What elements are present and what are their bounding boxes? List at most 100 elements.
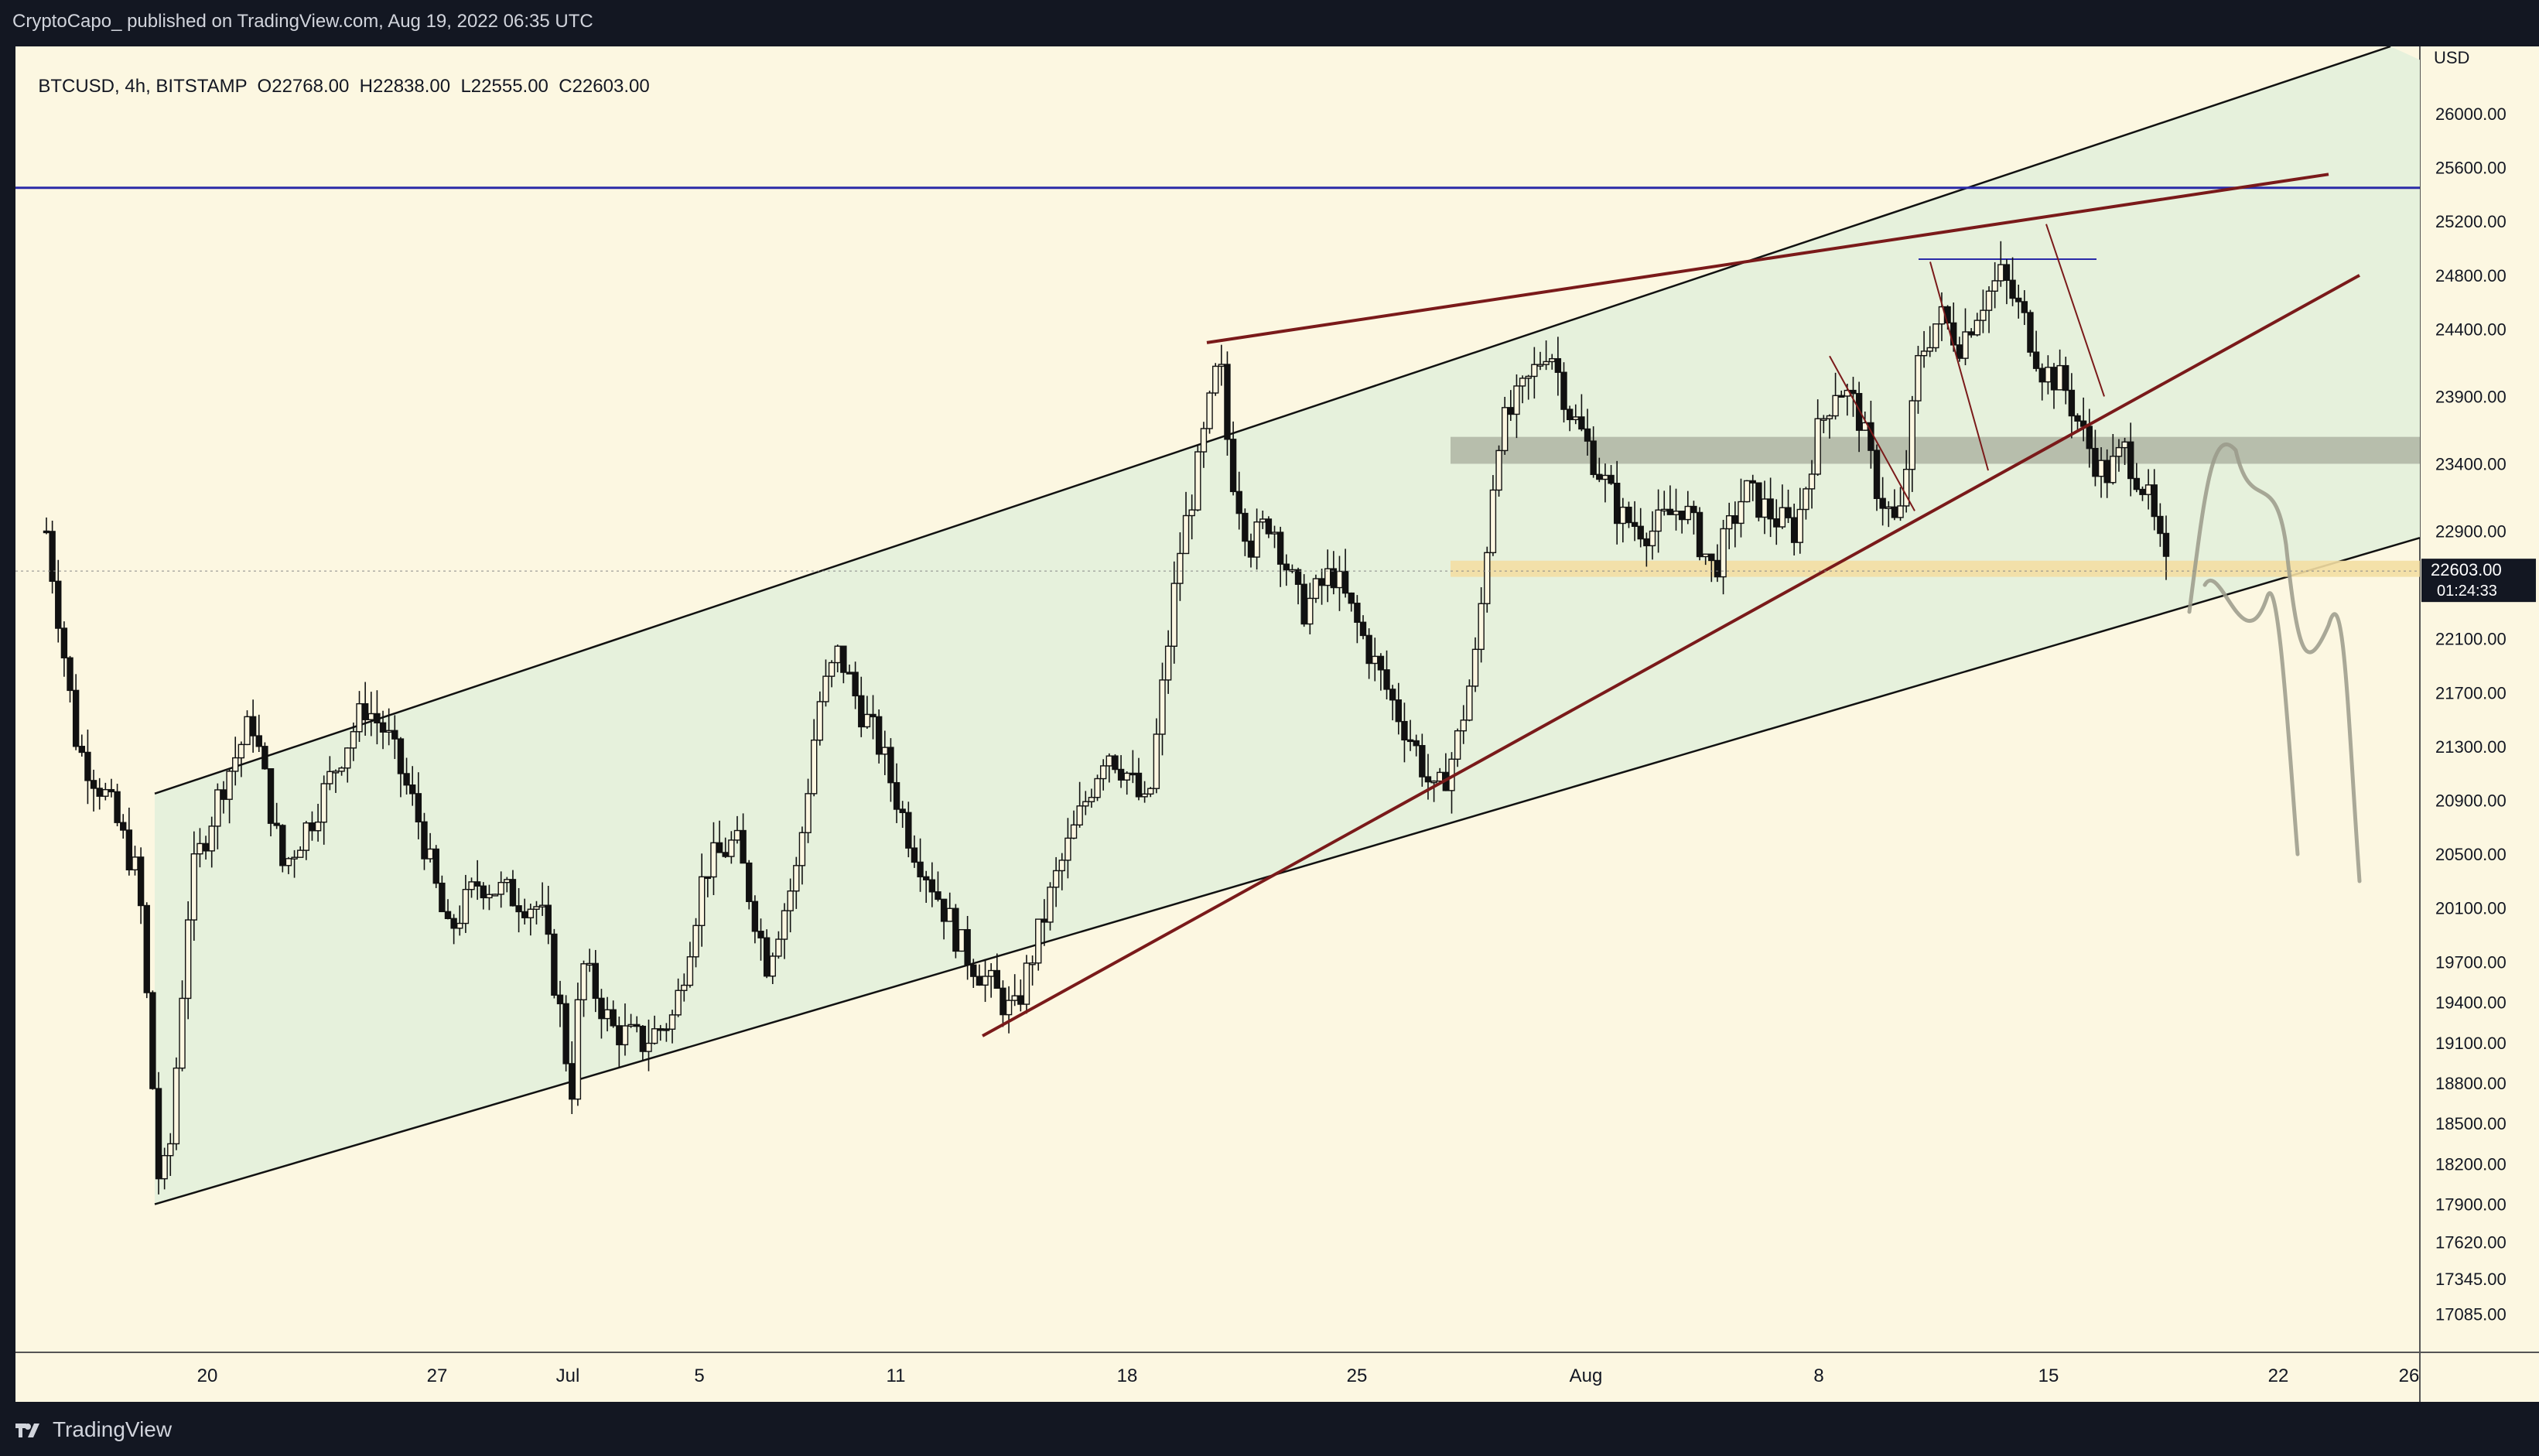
candle-body [179, 997, 186, 1069]
candle-body [120, 822, 127, 831]
last-price-badge [2421, 559, 2536, 603]
candle-body [1300, 583, 1307, 625]
projection-drawing[interactable] [2187, 443, 2362, 884]
candle-body [356, 702, 363, 733]
grey-resistance-zone[interactable] [1451, 436, 2420, 464]
candle-body [1915, 354, 1922, 402]
candle-body [1271, 531, 1278, 535]
candle-body [1377, 655, 1385, 671]
candle-body [1177, 552, 1184, 584]
candle-body [320, 783, 327, 823]
candle-body [1773, 518, 1780, 528]
short-trendline-1[interactable] [1829, 355, 1915, 511]
candle-body [1891, 506, 1898, 518]
candle-body [2056, 364, 2063, 391]
price-tick-label: 17085.00 [2435, 1304, 2507, 1324]
candle-body [55, 580, 62, 629]
candle-body [1932, 323, 1939, 349]
candle-body [905, 812, 912, 849]
candle-body [621, 1025, 629, 1046]
wedge-lower-line[interactable] [982, 274, 2360, 1037]
candle-body [1336, 570, 1343, 589]
chart-area[interactable]: USD 26000.00 25600.00 25200.00 24800.00 24400… [15, 46, 2539, 1402]
price-tick-label: 26000.00 [2435, 104, 2507, 124]
candle-body [1419, 745, 1426, 778]
candle-body [244, 716, 251, 746]
candle-body [893, 781, 900, 810]
price-axis-panel [2420, 46, 2539, 1402]
candle-body [1761, 498, 1768, 518]
yellow-support-zone[interactable] [1451, 560, 2420, 577]
candle-body [668, 1014, 676, 1030]
candle-body [952, 907, 959, 952]
price-chart[interactable]: USD 26000.00 25600.00 25200.00 24800.00 24400… [15, 46, 2539, 1402]
candle-body [1424, 776, 1432, 783]
candle-body [1224, 364, 1231, 440]
short-trendline-2[interactable] [1929, 261, 1989, 471]
candle-body [137, 856, 145, 907]
candle-body [1649, 530, 1656, 547]
candle-body [1466, 685, 1473, 721]
price-tick-label: 25200.00 [2435, 212, 2507, 231]
projection-drawing-2[interactable] [2202, 578, 2300, 856]
candle-body [2003, 264, 2011, 281]
price-tick-label: 25600.00 [2435, 159, 2507, 178]
candle-body [90, 780, 97, 789]
candle-body [834, 645, 841, 664]
price-axis[interactable]: USD 26000.00 25600.00 25200.00 24800.00 24400… [2421, 48, 2536, 1324]
price-tick-label: 22900.00 [2435, 521, 2507, 541]
candle-body [858, 695, 865, 728]
candle-body [533, 906, 540, 910]
candle-body [586, 962, 593, 966]
candle-body [917, 861, 924, 878]
price-tick-label: 18500.00 [2435, 1114, 2507, 1133]
candle-body [1471, 648, 1479, 687]
candle-body [1484, 552, 1491, 604]
time-axis-panel [15, 1352, 2420, 1402]
candle-body [1200, 428, 1208, 453]
candle-body [249, 716, 257, 737]
candle-body [1531, 364, 1538, 378]
candle-body [49, 531, 56, 583]
candle-body [987, 969, 995, 977]
short-trendline-3[interactable] [2045, 224, 2105, 397]
candle-body [1661, 508, 1668, 512]
candle-body [639, 1025, 647, 1052]
candle-body [149, 992, 156, 1089]
candle-body [1359, 621, 1367, 637]
candle-body [1011, 995, 1018, 1001]
candle-body [1076, 805, 1083, 826]
candle-body [1406, 739, 1414, 743]
candle-body [911, 847, 918, 863]
candle-body [1242, 512, 1249, 542]
ascending-channel-fill [155, 46, 2420, 1205]
candle-body [285, 858, 292, 866]
channel-upper-line[interactable] [154, 46, 2391, 795]
candle-body [1625, 506, 1632, 524]
candle-body [2027, 312, 2034, 353]
channel-lower-line[interactable] [154, 536, 2421, 1205]
candle-body [946, 907, 953, 922]
wedge-upper-line[interactable] [1206, 173, 2329, 344]
candle-body [161, 1155, 168, 1180]
time-tick-label: 5 [694, 1365, 704, 1386]
time-tick-label: 15 [2038, 1365, 2059, 1386]
candle-body [704, 876, 712, 880]
candle-body [426, 848, 434, 860]
candle-body [1655, 509, 1662, 532]
candle-body [255, 735, 262, 747]
tradingview-brand[interactable]: TradingView [15, 1417, 172, 1442]
candle-body [350, 731, 357, 749]
candle-body [798, 832, 806, 866]
candle-body [651, 1028, 658, 1044]
candle-body [1437, 771, 1444, 782]
price-tick-label: 24800.00 [2435, 266, 2507, 285]
candle-body [1536, 364, 1544, 367]
candle-body [538, 904, 546, 907]
time-axis[interactable]: 20 27 Jul 5 11 18 25 Aug 8 15 22 26 [197, 1365, 2420, 1386]
candle-body [1430, 780, 1437, 784]
candle-body [1973, 320, 1980, 336]
candle-body [1005, 1000, 1013, 1016]
candle-body [450, 918, 457, 929]
candle-body [1348, 592, 1355, 604]
